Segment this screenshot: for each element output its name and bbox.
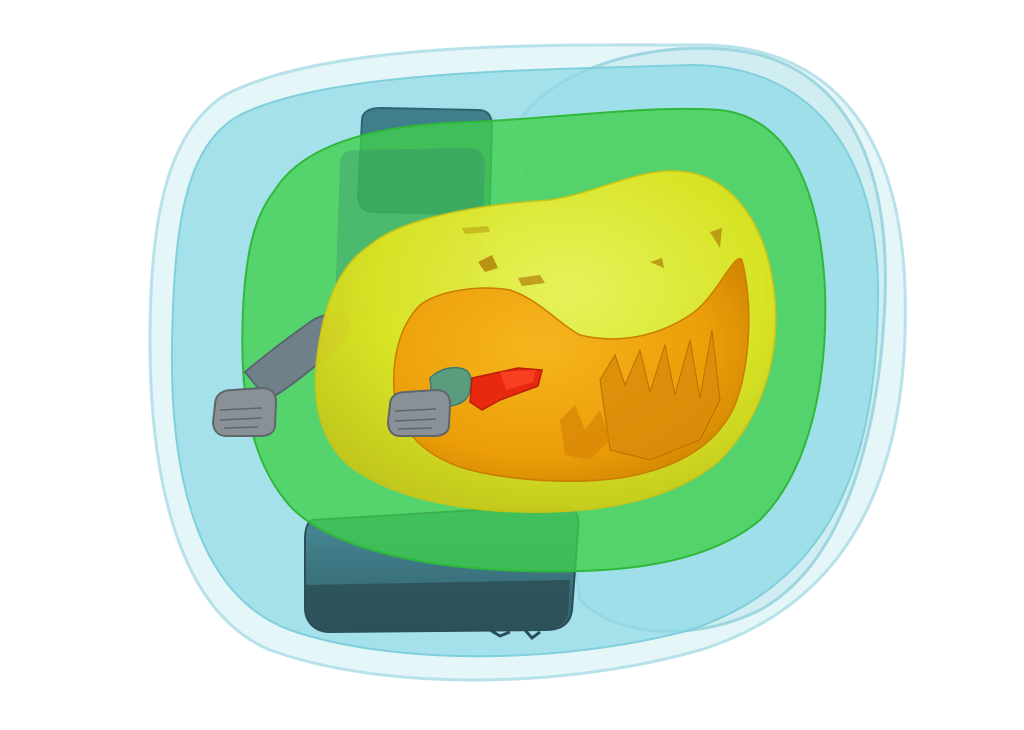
yellow-dent-2	[518, 275, 545, 286]
vehicle-seat-cushion-bottom	[306, 580, 570, 632]
hand-left-fingers	[219, 407, 263, 429]
orange-ridges-2	[560, 405, 610, 460]
red-isosurface-highlight	[500, 370, 536, 390]
yellow-dent-1	[478, 255, 498, 272]
yellow-dent-5	[710, 228, 722, 248]
seat-base-feet	[489, 628, 541, 641]
yellow-dent-4	[650, 258, 664, 268]
orange-ridges	[599, 329, 721, 461]
hand-right	[386, 388, 452, 437]
hand-left	[211, 386, 278, 437]
hand-right-fingers	[394, 408, 437, 430]
yellow-dent-3	[462, 226, 490, 234]
